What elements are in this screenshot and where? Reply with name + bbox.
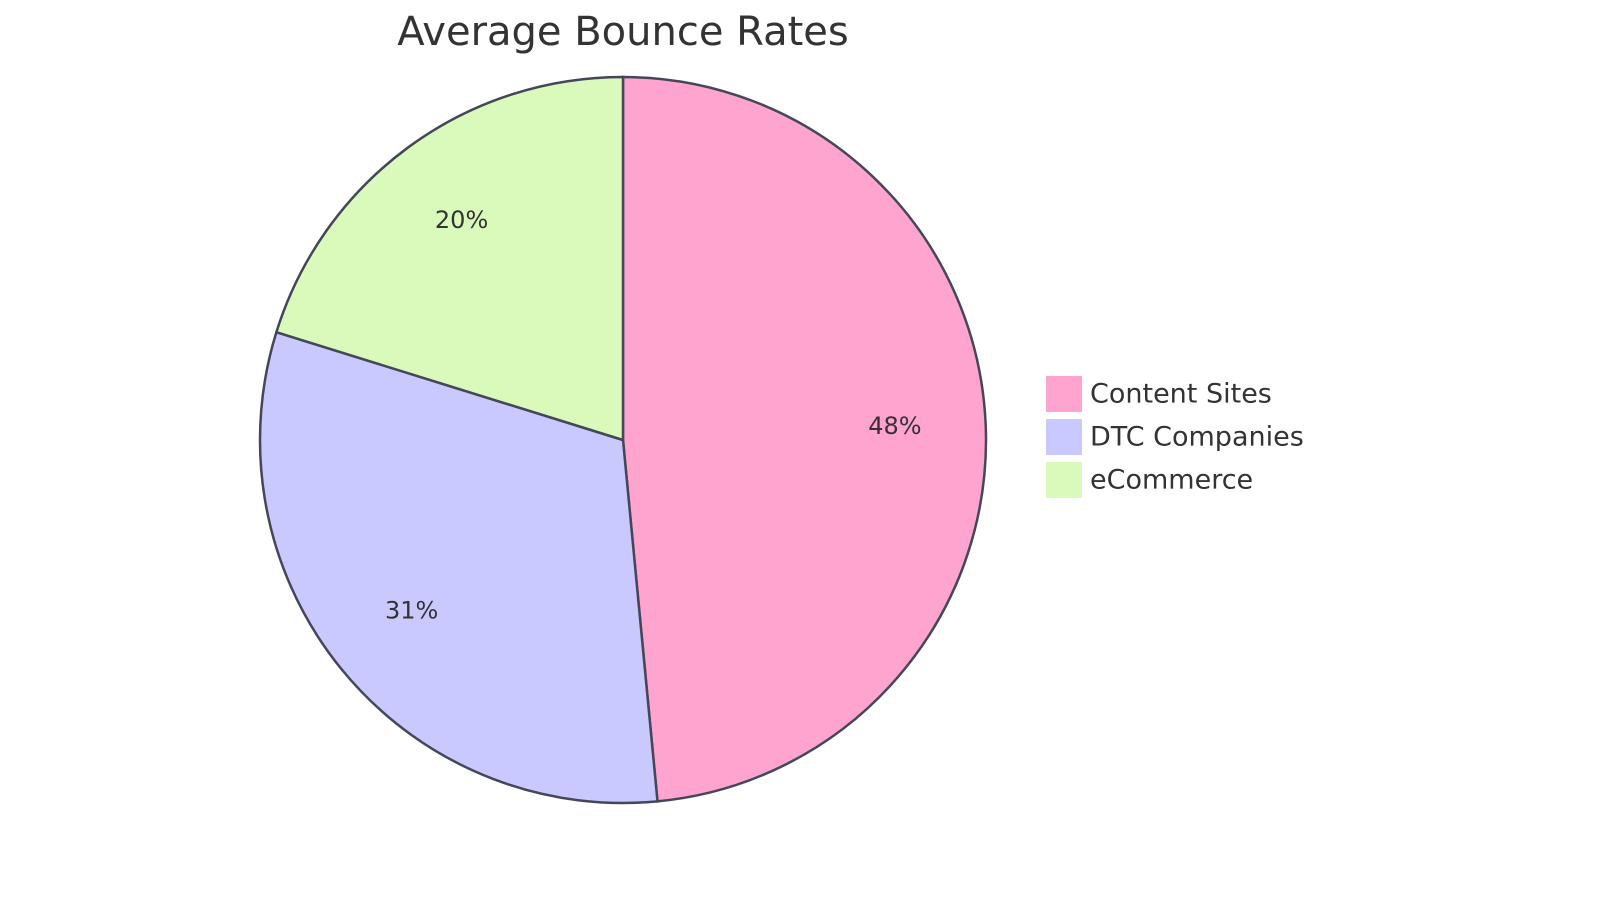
slice-label: 48% [868,412,921,440]
pie-slice [258,330,659,805]
pie-slice [621,75,988,803]
legend-swatch [1046,462,1082,498]
slice-label: 20% [435,206,488,234]
legend-label: DTC Companies [1090,422,1304,453]
pie-slice [274,75,625,442]
slice-label: 31% [385,597,438,625]
legend-label: Content Sites [1090,379,1272,410]
chart-title: Average Bounce Rates [397,9,848,55]
legend-swatch [1046,419,1082,455]
legend-label: eCommerce [1090,465,1253,496]
legend-swatch [1046,376,1082,412]
